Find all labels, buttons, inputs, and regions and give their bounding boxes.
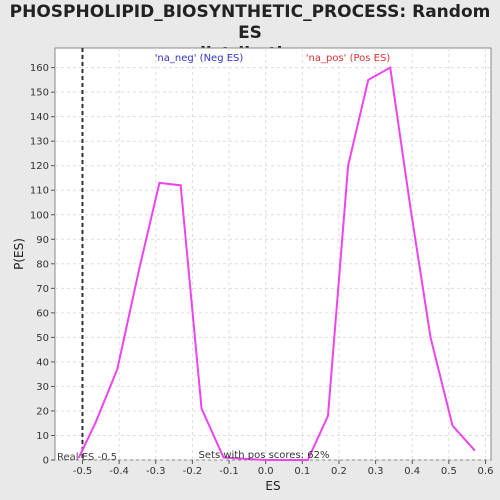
data-point <box>429 336 432 339</box>
data-point <box>116 368 119 371</box>
y-tick-label: 160 <box>30 63 49 74</box>
y-tick-label: 110 <box>30 186 49 197</box>
y-tick-label: 60 <box>36 308 49 319</box>
y-tick-label: 0 <box>43 456 49 467</box>
chart-title-line1: PHOSPHOLIPID_BIOSYNTHETIC_PROCESS: Rando… <box>9 2 491 43</box>
data-point <box>409 206 412 209</box>
y-tick-label: 120 <box>30 161 49 172</box>
data-point <box>158 182 161 184</box>
x-tick-label: 0.2 <box>331 466 347 477</box>
y-tick-label: 100 <box>30 210 49 221</box>
y-tick-label: 80 <box>36 259 49 270</box>
y-tick-label: 70 <box>36 284 49 295</box>
data-point <box>307 459 309 461</box>
data-point <box>179 184 182 187</box>
data-point <box>473 449 476 451</box>
x-tick-label: -0.4 <box>109 466 129 477</box>
y-tick-label: 90 <box>36 235 49 246</box>
x-tick-label: -0.5 <box>73 466 93 477</box>
y-tick-label: 130 <box>30 137 49 148</box>
pos-scores-note: Sets with pos scores: 62% <box>199 450 330 461</box>
data-point <box>222 456 225 459</box>
plot-area <box>54 47 492 461</box>
y-tick-label: 150 <box>30 88 49 99</box>
x-axis-ticks: -0.5 -0.4 -0.3 -0.2 -0.1 0.0 0.1 0.2 0.3 0.4 0.5 0.… <box>73 460 494 477</box>
data-point <box>389 66 392 69</box>
x-tick-label: 0.1 <box>294 466 310 477</box>
data-points <box>78 66 476 461</box>
real-es-label: Real ES -0.5 <box>57 452 117 463</box>
x-tick-label: 0.3 <box>368 466 384 477</box>
y-tick-label: 50 <box>36 333 49 344</box>
grid-lines <box>55 48 491 461</box>
data-point <box>94 422 97 425</box>
data-point <box>451 424 454 427</box>
x-tick-label: 0.0 <box>258 466 274 477</box>
data-point <box>347 164 349 167</box>
x-tick-label: 0.5 <box>441 466 457 477</box>
y-tick-label: 140 <box>30 112 49 123</box>
x-tick-label: -0.1 <box>219 466 239 477</box>
data-point <box>327 415 329 417</box>
x-axis-label: ES <box>265 479 280 493</box>
y-tick-label: 10 <box>36 431 49 442</box>
y-tick-label: 30 <box>36 382 49 393</box>
y-axis-ticks: 0 10 20 30 40 50 60 70 80 90 100 110 120 130 140 150 160 <box>30 63 55 467</box>
data-point <box>200 407 203 410</box>
x-tick-label: -0.2 <box>183 466 203 477</box>
pos-es-label: 'na_pos' (Pos ES) <box>306 53 391 64</box>
x-tick-label: 0.6 <box>478 466 494 477</box>
data-point <box>78 456 80 459</box>
x-tick-label: -0.3 <box>146 466 166 477</box>
es-distribution-line <box>77 66 476 461</box>
neg-es-label: 'na_neg' (Neg ES) <box>155 53 244 64</box>
data-point <box>367 79 370 81</box>
data-point <box>138 267 141 270</box>
y-tick-label: 40 <box>36 357 49 368</box>
data-point <box>264 459 267 461</box>
x-tick-label: 0.4 <box>404 466 420 477</box>
y-tick-label: 20 <box>36 406 49 417</box>
y-axis-label: P(ES) <box>12 238 26 270</box>
